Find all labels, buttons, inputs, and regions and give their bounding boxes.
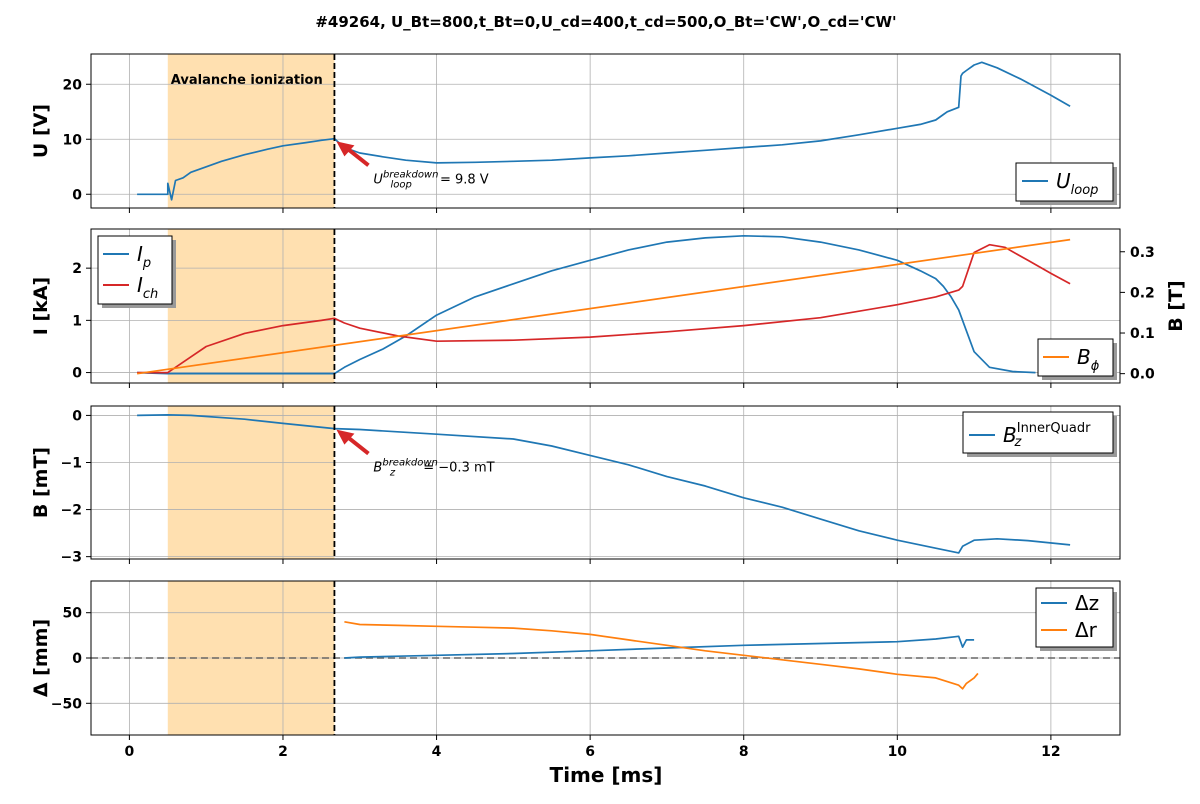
ytick-label-1: 0 <box>72 651 82 667</box>
ytick-label-3: −3 <box>61 550 82 566</box>
legend-box <box>97 235 173 305</box>
figure-title: #49264, U_Bt=800,t_Bt=0,U_cd=400,t_cd=50… <box>315 13 896 31</box>
series-line-r <box>344 620 979 690</box>
legend-label-0: BInnerQuadr z <box>1003 421 1091 450</box>
x-axis-label: Time [ms] <box>550 763 663 787</box>
annotation-text: Bbreakdown z = −0.3 mT <box>373 458 494 479</box>
legend-label-0: Bϕ <box>1077 345 1100 374</box>
ytick-label-1: 10 <box>63 132 83 148</box>
panel-4: 50 0 −50 0 2 4 6 8 10 12 Δ [mm] <box>30 580 1121 760</box>
legend-label-0: Ip <box>137 242 151 271</box>
panel-1: Avalanche ionization 0 10 20 U [V] Ubreakdown… <box>30 53 1121 213</box>
highlight-span <box>167 406 335 559</box>
panel-3: 0 −1 −2 −3 B [mT] Bbreakdown z = −0.3 mT <box>30 405 1121 566</box>
y-axis-label: Δ [mm] <box>30 619 52 697</box>
series-line-ip <box>137 234 1036 375</box>
ytick-label-0: 0 <box>72 366 82 382</box>
xtick-label-1: 2 <box>278 744 288 760</box>
legend-panel-3: BInnerQuadr z <box>962 411 1117 457</box>
legend-label-0: Δz <box>1075 591 1099 615</box>
y2tick-label-0: 0.0 <box>1130 367 1155 383</box>
xtick-label-5: 10 <box>888 744 908 760</box>
series-line-bz <box>137 414 1071 554</box>
series-line-uloop <box>137 61 1071 201</box>
axes-frame <box>90 53 1121 209</box>
y2tick-label-3: 0.3 <box>1130 245 1155 261</box>
axes-frame <box>90 405 1121 560</box>
xtick-label-6: 12 <box>1041 744 1060 760</box>
legend-box <box>962 411 1114 454</box>
y2-axis-label: B [T] <box>1165 280 1187 331</box>
legend-label-1: Ich <box>137 273 158 302</box>
ytick-label-1: −1 <box>61 455 82 471</box>
legend-box <box>1035 587 1114 648</box>
legend-label-1: Δr <box>1075 618 1098 642</box>
ytick-label-2: 20 <box>63 77 83 93</box>
highlight-span <box>167 229 335 383</box>
y2tick-label-1: 0.1 <box>1130 326 1155 342</box>
axes-frame <box>90 228 1121 384</box>
ytick-label-0: 0 <box>72 187 82 203</box>
legend-panel-4: Δz Δr <box>1035 587 1117 651</box>
y-axis-label: I [kA] <box>30 277 52 335</box>
annotation-arrow-head <box>336 141 355 157</box>
highlight-span <box>167 54 335 208</box>
ytick-label-2: −50 <box>51 696 82 712</box>
xtick-label-4: 8 <box>739 744 749 760</box>
legend-label-0: Uloop <box>1056 169 1098 198</box>
xtick-label-3: 6 <box>585 744 595 760</box>
annotation-text: Ubreakdown loop = 9.8 V <box>373 169 488 190</box>
ytick-label-1: 1 <box>72 313 82 329</box>
ytick-label-0: 0 <box>72 408 82 424</box>
ytick-label-2: −2 <box>61 503 82 519</box>
ytick-label-0: 50 <box>63 606 83 622</box>
annotation-arrow-head <box>336 429 355 445</box>
y2tick-label-2: 0.2 <box>1130 285 1155 301</box>
ytick-label-2: 2 <box>72 261 82 277</box>
series-line-ich <box>137 243 1071 374</box>
series-line-z <box>344 635 975 659</box>
xtick-label-0: 0 <box>125 744 135 760</box>
xtick-label-2: 4 <box>432 744 442 760</box>
series-line-b <box>136 238 1071 375</box>
y-axis-label: B [mT] <box>30 447 52 518</box>
legend-panel-1: Uloop <box>1015 162 1117 205</box>
legend-panel-2-right: Bϕ <box>1037 338 1117 380</box>
panel-2: 0 1 2 0.0 0.1 0.2 0.3 B [T] I [kA] <box>30 228 1187 388</box>
span-label: Avalanche ionization <box>171 73 323 88</box>
y-axis-label: U [V] <box>30 104 52 158</box>
